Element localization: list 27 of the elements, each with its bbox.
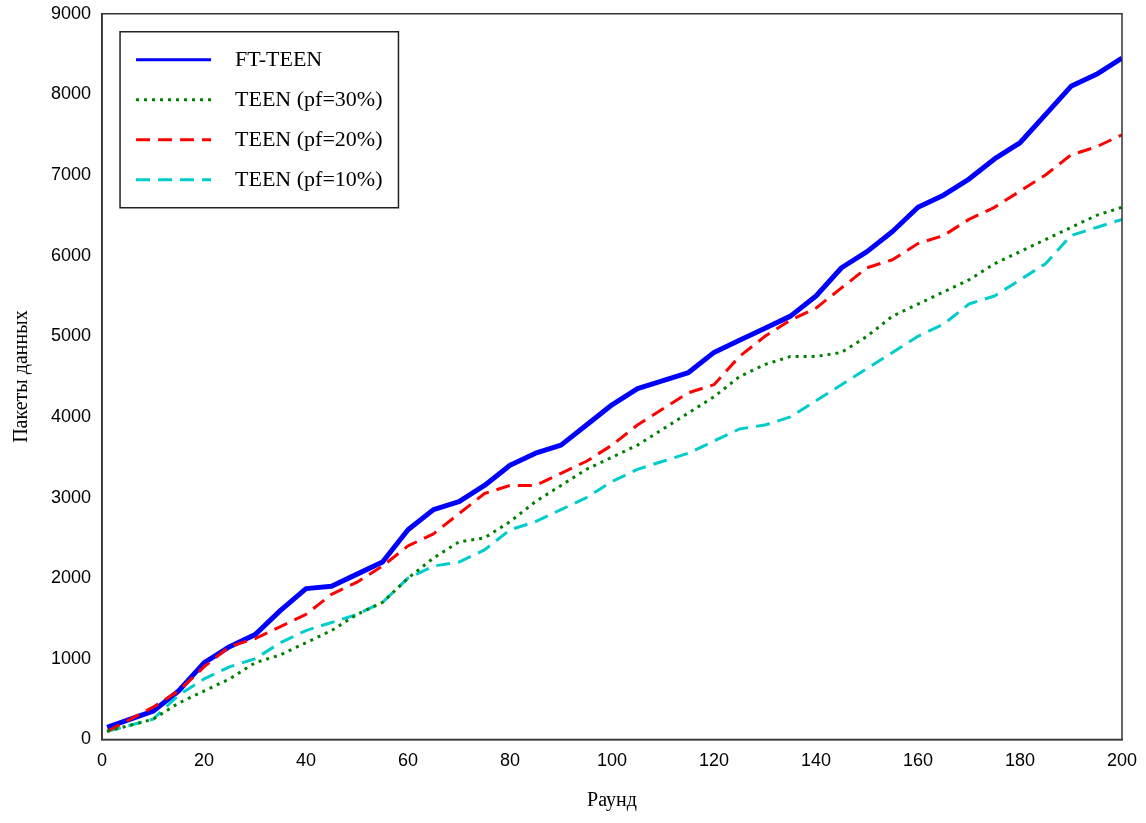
y-tick-label: 6000 [51,244,92,265]
x-tick-label: 160 [902,750,934,771]
y-tick-label: 4000 [51,405,92,426]
y-tick-label: 5000 [51,325,92,346]
x-tick-label: 20 [194,750,215,771]
x-axis-title: Раунд [587,788,637,812]
y-tick-label: 0 [81,728,92,749]
y-tick-label: 8000 [51,83,92,104]
x-tick-label: 40 [296,750,317,771]
x-tick-label: 200 [1106,750,1138,771]
y-tick-label: 7000 [51,164,92,185]
legend-label: TEEN (pf=10%) [235,165,383,191]
x-tick-label: 80 [500,750,521,771]
y-tick-label: 3000 [51,486,92,507]
x-tick-label: 100 [597,750,628,771]
legend-label: TEEN (pf=30%) [235,85,383,111]
legend-label: FT-TEEN [235,45,323,71]
y-tick-label: 9000 [51,2,92,23]
x-tick-label: 120 [698,750,730,771]
y-tick-label: 1000 [51,647,92,668]
x-tick-label: 0 [97,750,108,771]
x-tick-label: 140 [800,750,832,771]
x-tick-label: 60 [398,750,419,771]
y-tick-label: 2000 [51,567,92,588]
x-tick-label: 180 [1004,750,1036,771]
y-axis-title: Пакеты данных [9,310,33,443]
legend-label: TEEN (pf=20%) [235,125,383,151]
